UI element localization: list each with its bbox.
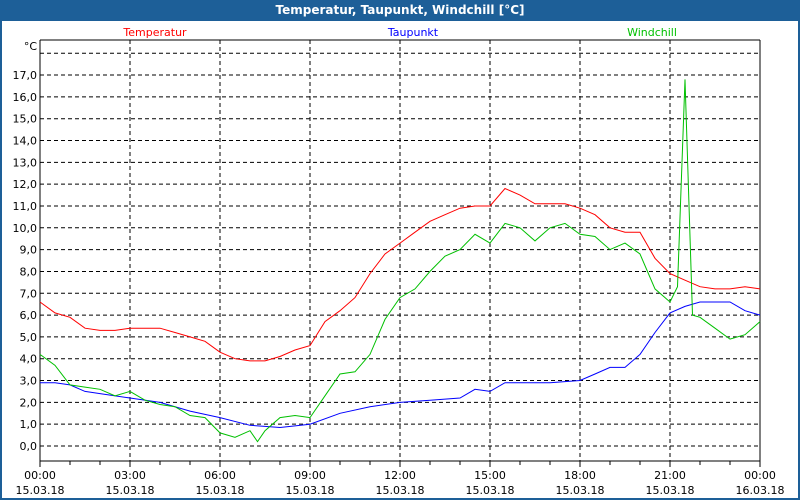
y-tick-label: 15,0	[13, 113, 38, 126]
x-tick-date: 15.03.18	[556, 484, 605, 497]
x-tick-time: 00:00	[24, 469, 56, 482]
legend-windchill: Windchill	[627, 26, 677, 39]
y-tick-label: 5,0	[20, 331, 38, 344]
y-axis-unit: °C	[24, 40, 38, 53]
x-tick-date: 15.03.18	[106, 484, 155, 497]
window-title: Temperatur, Taupunkt, Windchill [°C]	[0, 0, 800, 21]
series-lines	[39, 79, 761, 443]
x-tick-date: 15.03.18	[646, 484, 695, 497]
y-tick-label: 7,0	[20, 287, 38, 300]
y-tick-label: 11,0	[13, 200, 38, 213]
y-tick-label: 13,0	[13, 156, 38, 169]
y-tick-label: 1,0	[20, 418, 38, 431]
y-tick-label: 17,0	[13, 69, 38, 82]
axes	[39, 39, 761, 467]
tick-labels: 0,0 1,0 2,0 3,0 4,0 5,0 6,0 7,0 8,0 9,0 10,0 11,0 12…	[13, 26, 785, 497]
x-tick-date: 15.03.18	[286, 484, 335, 497]
y-tick-label: 4,0	[20, 353, 38, 366]
chart-panel: 0,0 1,0 2,0 3,0 4,0 5,0 6,0 7,0 8,0 9,0 10,0 11,0 12…	[2, 21, 798, 498]
y-tick-label: 0,0	[20, 440, 38, 453]
y-tick-label: 8,0	[20, 265, 38, 278]
x-tick-date: 15.03.18	[466, 484, 515, 497]
series-line-windchill	[39, 79, 761, 443]
x-tick-time: 12:00	[384, 469, 416, 482]
x-tick-date: 15.03.18	[376, 484, 425, 497]
x-tick-time: 15:00	[474, 469, 506, 482]
y-tick-label: 14,0	[13, 135, 38, 148]
y-tick-label: 16,0	[13, 91, 38, 104]
series-line-taupunkt	[40, 301, 761, 429]
x-tick-time: 18:00	[564, 469, 596, 482]
chart: 0,0 1,0 2,0 3,0 4,0 5,0 6,0 7,0 8,0 9,0 10,0 11,0 12…	[13, 26, 785, 497]
x-tick-time: 06:00	[204, 469, 236, 482]
y-tick-label: 12,0	[13, 178, 38, 191]
x-tick-date: 16.03.18	[736, 484, 785, 497]
x-tick-date: 15.03.18	[16, 484, 65, 497]
y-tick-label: 2,0	[20, 396, 38, 409]
grid	[40, 40, 760, 461]
y-tick-label: 3,0	[20, 375, 38, 388]
x-tick-time: 03:00	[114, 469, 146, 482]
x-tick-time: 21:00	[654, 469, 686, 482]
x-tick-time: 00:00	[744, 469, 776, 482]
series-line-temperatur	[39, 187, 761, 362]
y-tick-label: 6,0	[20, 309, 38, 322]
legend-temperatur: Temperatur	[122, 26, 187, 39]
y-tick-label: 9,0	[20, 244, 38, 257]
x-tick-time: 09:00	[294, 469, 326, 482]
y-tick-label: 10,0	[13, 222, 38, 235]
x-tick-date: 15.03.18	[196, 484, 245, 497]
legend-taupunkt: Taupunkt	[387, 26, 439, 39]
